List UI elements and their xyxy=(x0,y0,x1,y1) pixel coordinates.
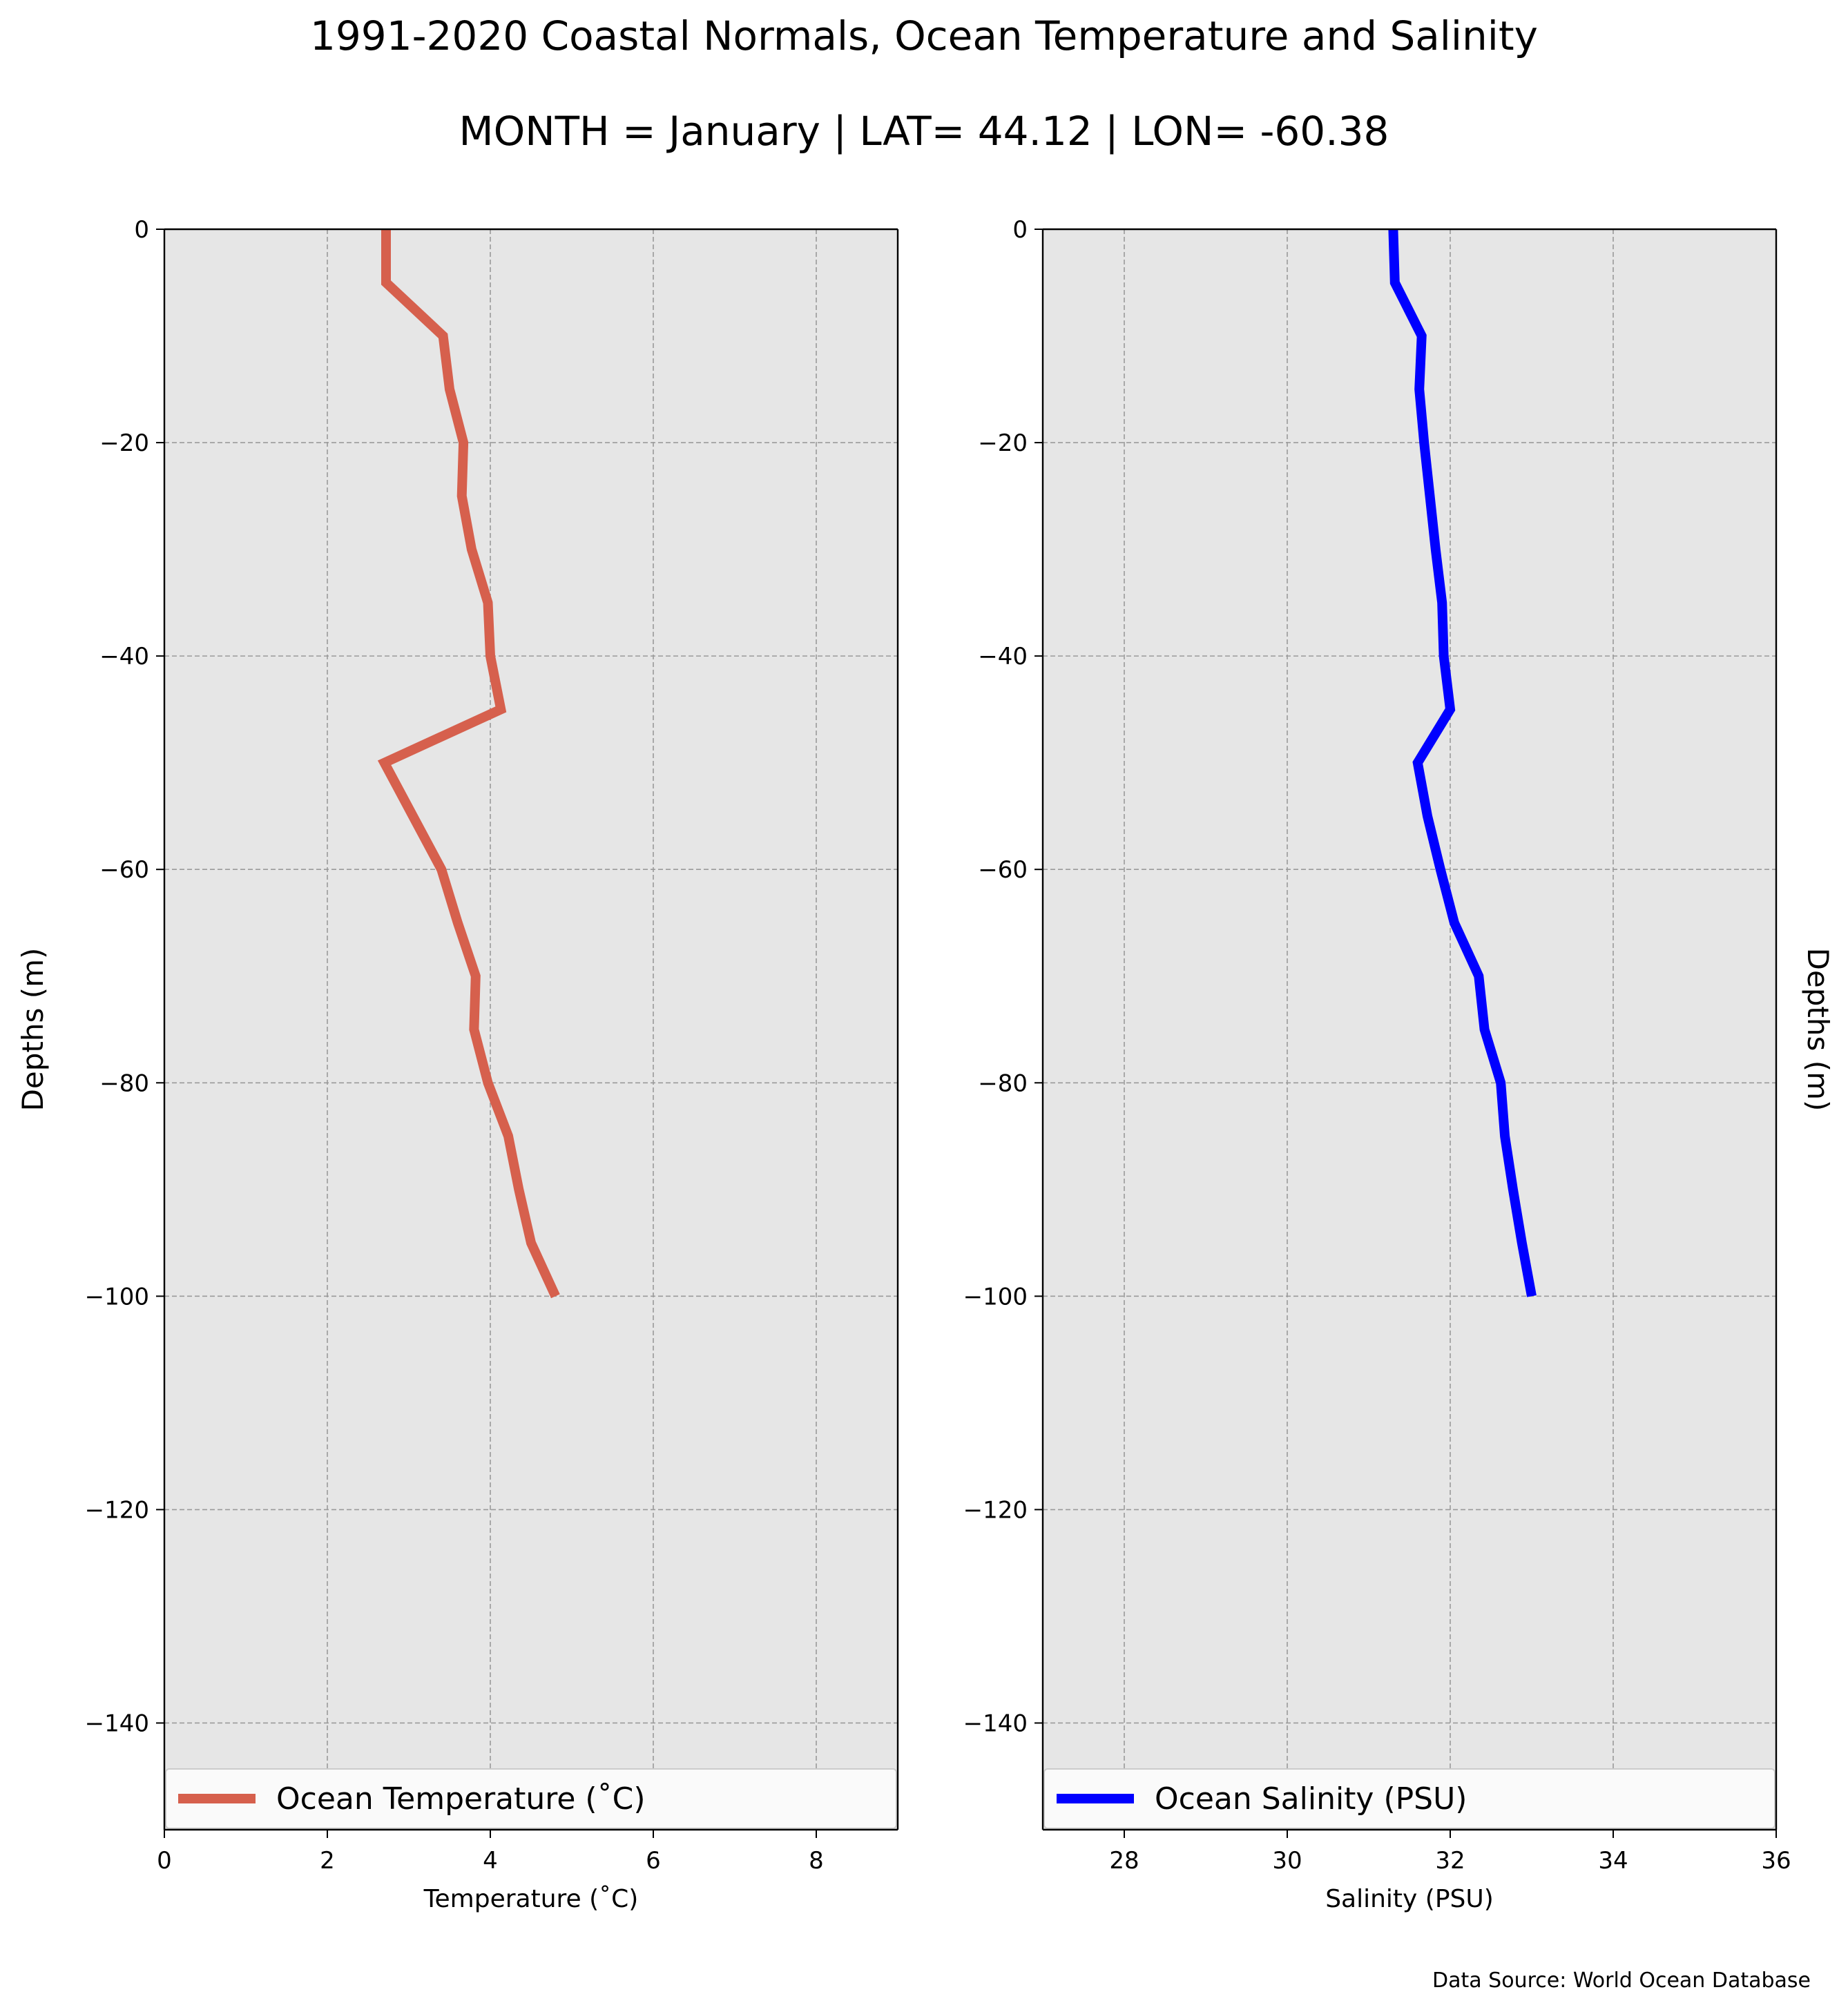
salinity-y-tick-label: 0 xyxy=(1012,216,1028,244)
source-note: Data Source: World Ocean Database xyxy=(1432,1968,1811,1993)
salinity-y-axis-label: Depths (m) xyxy=(1801,948,1835,1112)
temperature-x-tick-label: 6 xyxy=(646,1847,661,1875)
salinity-x-tick-label: 34 xyxy=(1598,1847,1628,1875)
salinity-x-tick-label: 30 xyxy=(1272,1847,1302,1875)
temperature-legend: Ocean Temperature (˚C) xyxy=(165,1768,897,1829)
salinity-plot-area xyxy=(1043,229,1776,1830)
temperature-y-tick-label: −80 xyxy=(99,1070,149,1097)
salinity-x-tick-label: 28 xyxy=(1109,1847,1139,1875)
figure-title: 1991-2020 Coastal Normals, Ocean Tempera… xyxy=(310,12,1538,59)
temperature-y-tick-label: −20 xyxy=(99,429,149,457)
temperature-y-tick-label: −40 xyxy=(99,643,149,670)
temperature-y-tick-label: 0 xyxy=(134,216,149,244)
temperature-x-tick-label: 4 xyxy=(483,1847,498,1875)
salinity-y-tick-label: −20 xyxy=(978,429,1028,457)
temperature-x-tick-label: 0 xyxy=(157,1847,172,1875)
temperature-y-tick-label: −60 xyxy=(99,856,149,884)
salinity-legend-box xyxy=(1043,1768,1775,1829)
salinity-x-axis-label: Salinity (PSU) xyxy=(1325,1885,1494,1913)
salinity-panel: Ocean Salinity (PSU) 28 30 32 34 36 0 −20 −40 −60… xyxy=(963,216,1835,1913)
temperature-y-tick-label: −140 xyxy=(85,1710,149,1737)
figure-subtitle: MONTH = January | LAT= 44.12 | LON= -60.… xyxy=(459,108,1389,155)
salinity-x-tick-label: 36 xyxy=(1761,1847,1791,1875)
temperature-x-axis-label: Temperature (˚C) xyxy=(423,1885,639,1913)
salinity-legend-label: Ocean Salinity (PSU) xyxy=(1155,1781,1467,1817)
salinity-series-line xyxy=(1388,229,1537,1297)
salinity-y-tick-label: −140 xyxy=(963,1710,1028,1737)
temperature-y-tick-label: −120 xyxy=(85,1496,149,1524)
salinity-x-tick-label: 32 xyxy=(1435,1847,1465,1875)
temperature-legend-label: Ocean Temperature (˚C) xyxy=(276,1781,646,1817)
salinity-y-tick-label: −120 xyxy=(963,1496,1028,1524)
temperature-panel: Ocean Temperature (˚C) 0 2 4 6 8 0 −20 −40 −60 −80… xyxy=(16,216,899,1913)
salinity-legend: Ocean Salinity (PSU) xyxy=(1043,1768,1775,1829)
salinity-y-tick-label: −60 xyxy=(978,856,1028,884)
temperature-x-tick-label: 2 xyxy=(320,1847,335,1875)
temperature-legend-box xyxy=(165,1768,897,1829)
salinity-y-tick-label: −40 xyxy=(978,643,1028,670)
temperature-x-tick-label: 8 xyxy=(809,1847,824,1875)
temperature-y-tick-label: −100 xyxy=(85,1283,149,1310)
temperature-plot-area xyxy=(164,229,898,1830)
salinity-y-tick-label: −100 xyxy=(963,1283,1028,1310)
salinity-y-tick-label: −80 xyxy=(978,1070,1028,1097)
temperature-y-axis-label: Depths (m) xyxy=(16,948,50,1112)
temperature-series-line xyxy=(377,229,560,1299)
chart-panels: Ocean Temperature (˚C) 0 2 4 6 8 0 −20 −40 −60 −80… xyxy=(16,216,1835,1913)
